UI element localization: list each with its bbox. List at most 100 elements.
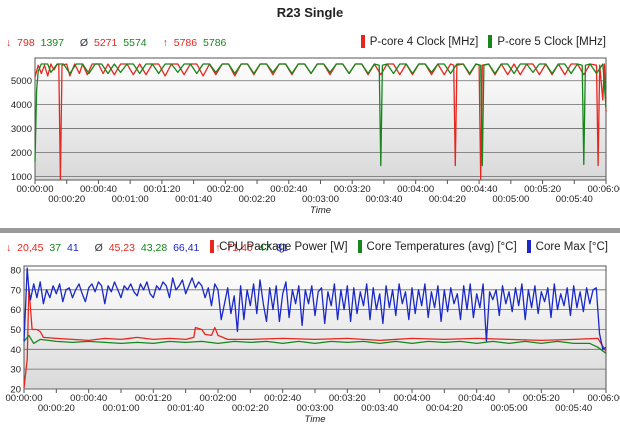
x-tick-label: 00:04:00 bbox=[394, 393, 431, 404]
y-tick-label: 80 bbox=[10, 265, 21, 276]
series-line-2 bbox=[34, 63, 607, 167]
legend-item[interactable]: Core Max [°C] bbox=[526, 240, 608, 253]
min-value-series-3: 41 bbox=[66, 242, 79, 254]
x-tick-label: 00:03:00 bbox=[302, 194, 339, 205]
x-tick-label: 00:01:40 bbox=[175, 194, 212, 205]
y-tick-label: 3000 bbox=[11, 124, 32, 135]
x-tick-label: 00:02:20 bbox=[232, 403, 269, 414]
stats-bar-top: ↓ 798 1397 Ø 5271 5574 ↑ 5786 5786 bbox=[6, 37, 239, 49]
max-stats: ↑ 71,40 47 81 bbox=[215, 242, 291, 254]
max-stats: ↑ 5786 5786 bbox=[163, 37, 230, 49]
x-tick-label: 00:00:20 bbox=[38, 403, 75, 414]
x-tick-label: 00:04:20 bbox=[426, 403, 463, 414]
legend-label: Core Max [°C] bbox=[535, 240, 608, 253]
x-tick-label: 00:01:20 bbox=[143, 184, 180, 195]
x-tick-label: 00:03:20 bbox=[329, 393, 366, 404]
legend-bottom: CPU Package Power [W] Core Temperatures … bbox=[210, 240, 608, 253]
y-tick-label: 60 bbox=[10, 305, 21, 316]
x-tick-label: 00:00:40 bbox=[80, 184, 117, 195]
x-tick-label: 00:05:00 bbox=[492, 194, 529, 205]
x-tick-label: 00:02:40 bbox=[270, 184, 307, 195]
x-tick-label: 00:04:00 bbox=[397, 184, 434, 195]
legend-top: P-core 4 Clock [MHz] P-core 5 Clock [MHz… bbox=[360, 35, 606, 48]
y-tick-label: 2000 bbox=[11, 148, 32, 159]
legend-swatch bbox=[210, 240, 215, 253]
divider bbox=[0, 228, 620, 233]
series-line-1 bbox=[23, 286, 607, 389]
legend-item[interactable]: P-core 5 Clock [MHz] bbox=[488, 35, 606, 48]
series-line-3 bbox=[23, 267, 607, 350]
x-tick-label: 00:05:40 bbox=[556, 194, 593, 205]
legend-label: Core Temperatures (avg) [°C] bbox=[366, 240, 517, 253]
avg-symbol: Ø bbox=[94, 242, 103, 254]
min-symbol: ↓ bbox=[6, 242, 12, 254]
x-tick-label: 00:01:00 bbox=[103, 403, 140, 414]
x-tick-label: 00:02:00 bbox=[200, 393, 237, 404]
min-stats: ↓ 20,45 37 41 bbox=[6, 242, 85, 254]
page-title: R23 Single bbox=[276, 5, 344, 20]
x-tick-label: 00:00:00 bbox=[6, 393, 43, 404]
legend-item[interactable]: P-core 4 Clock [MHz] bbox=[360, 35, 479, 48]
stats-bar-bottom: ↓ 20,45 37 41 Ø 45,23 43,28 66,41 ↑ 71,4… bbox=[6, 242, 301, 254]
x-tick-label: 00:00:20 bbox=[48, 194, 85, 205]
y-tick-label: 50 bbox=[10, 325, 21, 336]
max-value-series-1: 71,40 bbox=[226, 242, 253, 254]
legend-label: P-core 5 Clock [MHz] bbox=[497, 35, 606, 48]
y-tick-label: 30 bbox=[10, 365, 21, 376]
min-value-series-1: 798 bbox=[17, 37, 35, 49]
min-value-series-1: 20,45 bbox=[17, 242, 44, 254]
x-tick-label: 00:01:20 bbox=[135, 393, 172, 404]
x-tick-label: 00:01:40 bbox=[167, 403, 204, 414]
x-tick-label: 00:05:20 bbox=[523, 393, 560, 404]
x-tick-label: 00:00:40 bbox=[70, 393, 107, 404]
legend-swatch bbox=[488, 35, 493, 48]
min-symbol: ↓ bbox=[6, 37, 12, 49]
y-tick-label: 20 bbox=[10, 385, 21, 396]
legend-swatch bbox=[360, 35, 365, 48]
x-tick-label: 00:03:20 bbox=[334, 184, 371, 195]
x-tick-label: 00:03:40 bbox=[361, 403, 398, 414]
x-axis-label: Time bbox=[304, 414, 325, 425]
avg-value-series-3: 66,41 bbox=[173, 242, 200, 254]
avg-value-series-2: 5574 bbox=[123, 37, 147, 49]
max-value-series-2: 5786 bbox=[203, 37, 227, 49]
x-tick-label: 00:06:00 bbox=[588, 184, 620, 195]
max-symbol: ↑ bbox=[162, 37, 168, 49]
legend-label: CPU Package Power [W] bbox=[219, 240, 348, 253]
y-tick-label: 4000 bbox=[11, 100, 32, 111]
max-value-series-1: 5786 bbox=[173, 37, 198, 49]
max-value-series-3: 81 bbox=[276, 242, 288, 254]
legend-item[interactable]: CPU Package Power [W] bbox=[210, 240, 348, 253]
x-tick-label: 00:05:20 bbox=[524, 184, 561, 195]
x-tick-label: 00:01:00 bbox=[112, 194, 149, 205]
avg-stats: Ø 5271 5574 bbox=[80, 37, 153, 49]
avg-value-series-1: 5271 bbox=[94, 37, 118, 49]
x-tick-label: 00:06:00 bbox=[588, 393, 620, 404]
plot-area bbox=[34, 57, 607, 181]
x-tick-label: 00:03:40 bbox=[365, 194, 402, 205]
min-value-series-2: 37 bbox=[49, 242, 62, 254]
x-tick-label: 00:05:40 bbox=[555, 403, 592, 414]
x-tick-label: 00:02:20 bbox=[239, 194, 276, 205]
y-tick-label: 70 bbox=[10, 285, 21, 296]
x-tick-label: 00:00:00 bbox=[17, 184, 54, 195]
x-tick-label: 00:03:00 bbox=[297, 403, 334, 414]
x-tick-label: 00:04:40 bbox=[461, 184, 498, 195]
x-tick-label: 00:02:00 bbox=[207, 184, 244, 195]
max-value-series-2: 47 bbox=[258, 242, 271, 254]
x-tick-label: 00:04:40 bbox=[458, 393, 495, 404]
legend-label: P-core 4 Clock [MHz] bbox=[369, 35, 479, 48]
legend-swatch bbox=[526, 240, 531, 253]
plot-area bbox=[23, 265, 607, 390]
y-tick-label: 1000 bbox=[11, 172, 32, 183]
avg-value-series-2: 43,28 bbox=[140, 242, 168, 254]
x-tick-label: 00:04:20 bbox=[429, 194, 466, 205]
legend-swatch bbox=[357, 240, 362, 253]
max-symbol: ↑ bbox=[215, 242, 221, 254]
legend-item[interactable]: Core Temperatures (avg) [°C] bbox=[357, 240, 517, 253]
avg-symbol: Ø bbox=[79, 37, 89, 49]
min-value-series-2: 1397 bbox=[40, 37, 64, 49]
